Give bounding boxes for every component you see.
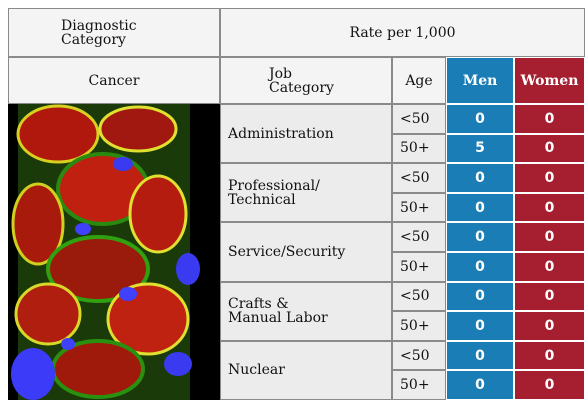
- age-group: 50+: [392, 311, 446, 341]
- cancer-micrograph: [8, 104, 220, 400]
- women-rate: 0: [514, 252, 585, 282]
- age-group: 50+: [392, 370, 446, 400]
- job-category: Professional/ Technical: [220, 163, 392, 223]
- women-rate: 0: [514, 163, 585, 193]
- men-rate: 0: [446, 222, 514, 252]
- men-rate: 0: [446, 340, 514, 371]
- job-category: Nuclear: [220, 340, 392, 400]
- header-job: Job Category: [220, 57, 392, 104]
- age-group: 50+: [392, 192, 446, 223]
- age-group: <50: [392, 340, 446, 371]
- age-group: <50: [392, 222, 446, 252]
- men-rate: 5: [446, 133, 514, 164]
- men-rate: 0: [446, 163, 514, 193]
- age-group: 50+: [392, 252, 446, 282]
- header-cancer: Cancer: [8, 57, 220, 104]
- women-rate: 0: [514, 133, 585, 164]
- header-age: Age: [392, 57, 446, 104]
- age-group: 50+: [392, 133, 446, 164]
- men-rate: 0: [446, 370, 514, 400]
- job-category: Service/Security: [220, 222, 392, 282]
- women-rate: 0: [514, 192, 585, 223]
- age-group: <50: [392, 281, 446, 312]
- age-group: <50: [392, 104, 446, 134]
- women-rate: 0: [514, 281, 585, 312]
- men-rate: 0: [446, 252, 514, 282]
- women-rate: 0: [514, 340, 585, 371]
- job-category: Administration: [220, 104, 392, 164]
- header-women: Women: [514, 57, 585, 104]
- job-category: Crafts & Manual Labor: [220, 281, 392, 341]
- men-rate: 0: [446, 104, 514, 134]
- age-group: <50: [392, 163, 446, 193]
- women-rate: 0: [514, 104, 585, 134]
- men-rate: 0: [446, 281, 514, 312]
- header-rate: Rate per 1,000: [220, 8, 585, 57]
- men-rate: 0: [446, 311, 514, 341]
- header-diagnostic: Diagnostic Category: [8, 8, 220, 57]
- women-rate: 0: [514, 222, 585, 252]
- women-rate: 0: [514, 370, 585, 400]
- women-rate: 0: [514, 311, 585, 341]
- header-men: Men: [446, 57, 514, 104]
- men-rate: 0: [446, 192, 514, 223]
